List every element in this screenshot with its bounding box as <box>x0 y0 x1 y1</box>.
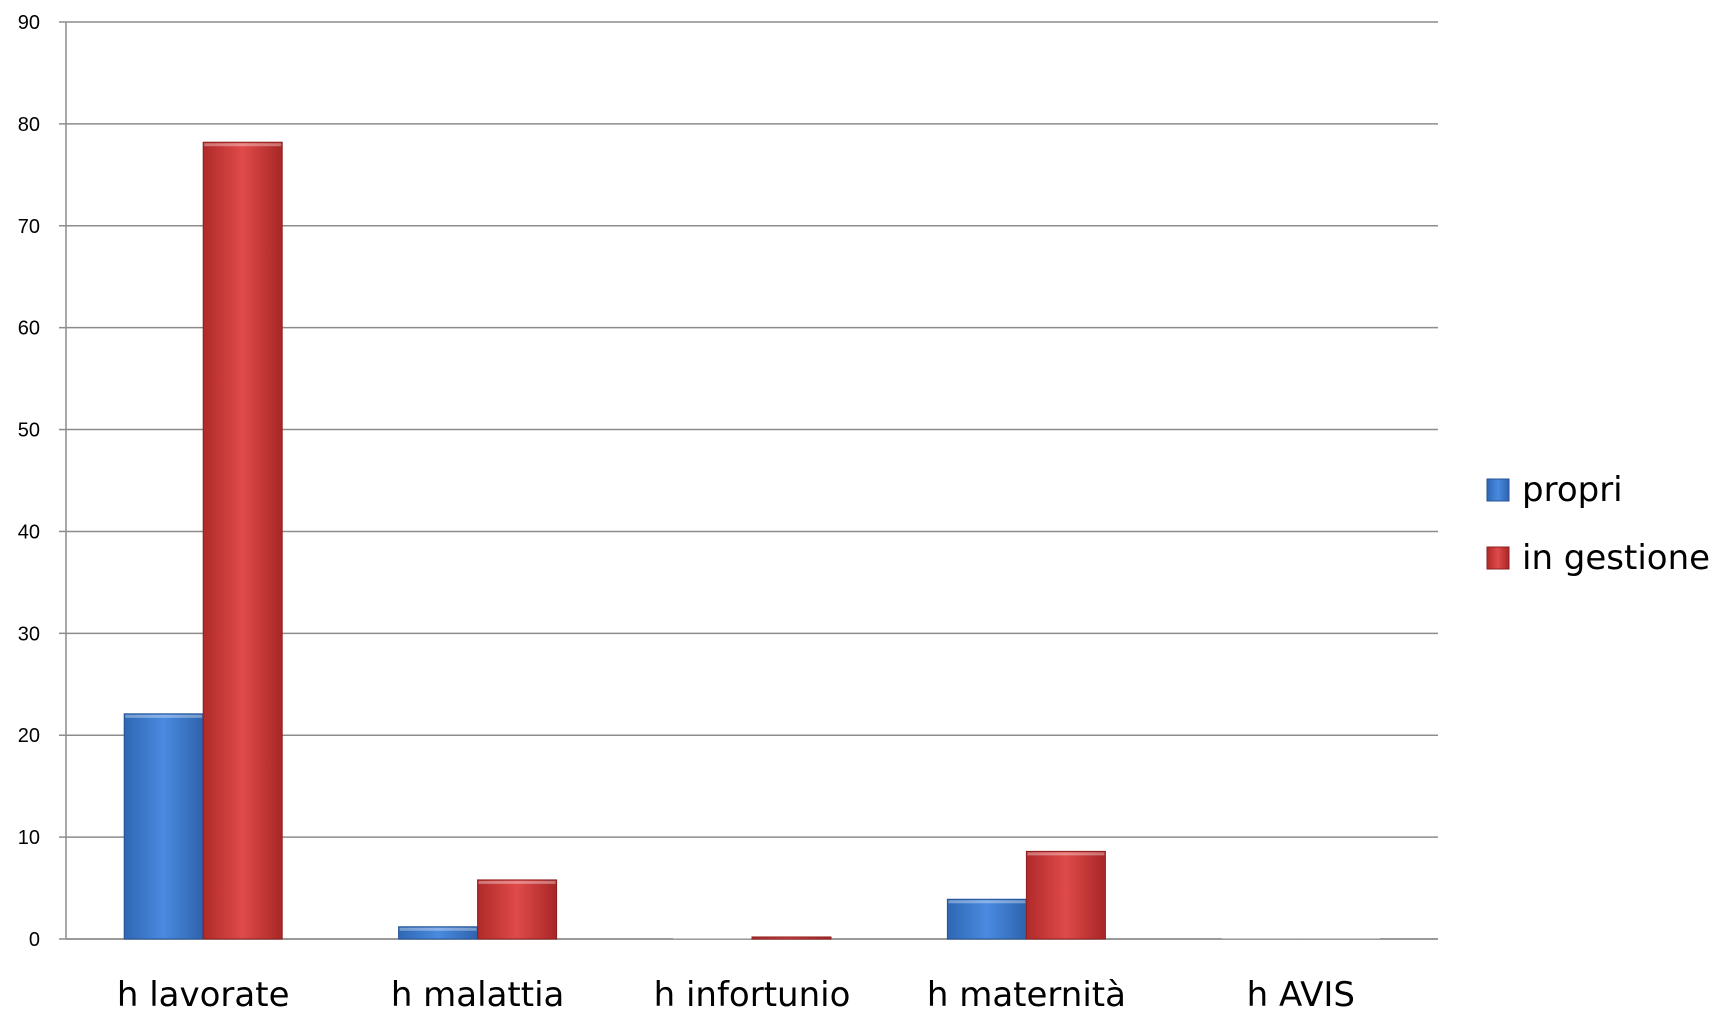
axes: 0 10 20 30 40 50 60 70 80 90 <box>18 12 1438 951</box>
legend-label: in gestione <box>1522 538 1710 578</box>
y-tick-label: 20 <box>18 725 40 747</box>
y-tick-label: 60 <box>18 318 40 340</box>
bar-in-gestione <box>1025 850 1106 940</box>
legend-swatch-propri <box>1486 478 1510 502</box>
y-tick-label: 90 <box>18 12 40 34</box>
bar-highlight <box>204 143 282 147</box>
y-tick-label: 0 <box>29 929 40 951</box>
legend-label: propri <box>1522 470 1623 510</box>
x-tick-label: h lavorate <box>117 975 290 1011</box>
y-tick-label: 70 <box>18 216 40 238</box>
gridlines <box>66 21 1438 940</box>
y-tick-label: 50 <box>18 420 40 442</box>
x-tick-label: h malattia <box>391 975 565 1011</box>
bar-highlight <box>478 880 556 884</box>
bar-propri <box>1221 938 1301 939</box>
y-tick-label: 80 <box>18 114 40 136</box>
bar-propri <box>673 938 752 939</box>
bars <box>123 141 1380 940</box>
bar-highlight <box>399 927 477 931</box>
bar-in-gestione <box>477 879 558 940</box>
x-tick-labels: h lavorate h malattia h infortunio h matern… <box>117 975 1355 1015</box>
bar-in-gestione <box>751 936 832 940</box>
y-tick-label: 10 <box>18 827 40 849</box>
x-tick-label: h AVIS <box>1247 975 1355 1011</box>
bar-propri <box>123 713 204 940</box>
bar-highlight <box>125 714 203 718</box>
bar-propri <box>946 898 1027 940</box>
legend: propri in gestione <box>1486 470 1710 578</box>
y-tick-label: 30 <box>18 623 40 645</box>
bar-in-gestione <box>202 141 283 940</box>
x-tick-label: h infortunio <box>654 975 851 1011</box>
legend-swatch-in-gestione <box>1486 546 1510 570</box>
y-tick-label: 40 <box>18 521 40 543</box>
x-tick-label: h maternità <box>927 975 1126 1011</box>
bar-highlight <box>1027 852 1105 856</box>
bar-in-gestione <box>1300 938 1380 939</box>
bar-highlight <box>948 900 1026 904</box>
